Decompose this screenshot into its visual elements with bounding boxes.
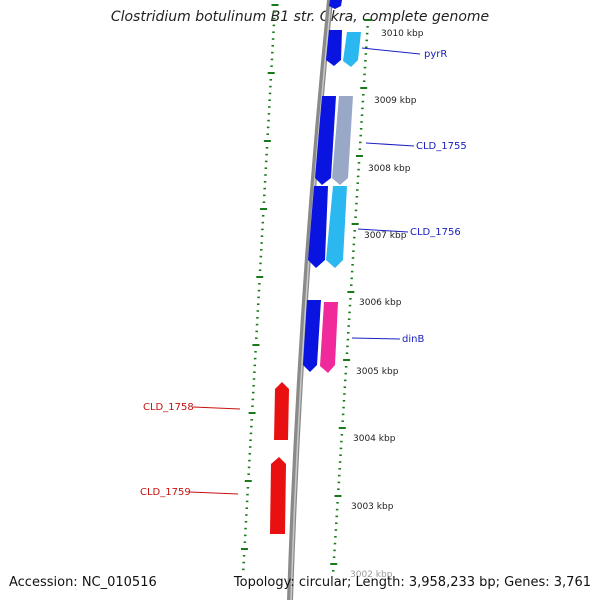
outer-tick-ring bbox=[240, 4, 279, 571]
gene-arrow-1755-a[interactable] bbox=[315, 96, 336, 185]
scale-label: 3003 kbp bbox=[351, 502, 394, 512]
gene-label-dinB[interactable]: dinB bbox=[402, 334, 424, 345]
gene-label-CLD_1759[interactable]: CLD_1759 bbox=[140, 487, 191, 498]
scale-label: 3010 kbp bbox=[381, 29, 424, 39]
gene-labels: pyrR CLD_1755 CLD_1756 dinB CLD_1758 CLD… bbox=[140, 49, 467, 498]
gene-arrow-dinB-a[interactable] bbox=[303, 300, 321, 372]
gene-arrow-pyrR-b[interactable] bbox=[343, 32, 361, 67]
gene-arrow-1755-b[interactable] bbox=[332, 96, 353, 185]
gene-label-CLD_1755[interactable]: CLD_1755 bbox=[416, 141, 467, 152]
gene-arrow-dinB-b[interactable] bbox=[320, 302, 338, 373]
scale-label: 3008 kbp bbox=[368, 164, 411, 174]
genome-backbone bbox=[287, 0, 333, 600]
scale-label: 3004 kbp bbox=[353, 434, 396, 444]
scale-label: 3006 kbp bbox=[359, 298, 402, 308]
forward-genes bbox=[303, 0, 361, 373]
scale-label: 3002 kbp bbox=[350, 570, 393, 580]
gene-label-CLD_1758[interactable]: CLD_1758 bbox=[143, 402, 194, 413]
inner-tick-ring bbox=[330, 19, 372, 572]
reverse-genes bbox=[270, 382, 289, 534]
gene-arrow-CLD_1759[interactable] bbox=[270, 457, 286, 534]
scale-label: 3005 kbp bbox=[356, 367, 399, 377]
accession-label: Accession: NC_010516 bbox=[9, 575, 157, 590]
gene-label-pyrR[interactable]: pyrR bbox=[424, 49, 447, 60]
gene-arrow-1756-a[interactable] bbox=[308, 186, 328, 268]
label-leaders bbox=[189, 47, 421, 495]
scale-label: 3007 kbp bbox=[364, 231, 407, 241]
genome-title: Clostridium botulinum B1 str. Okra, comp… bbox=[110, 9, 490, 25]
scale-labels: 3010 kbp 3009 kbp 3008 kbp 3007 kbp 3006… bbox=[350, 29, 424, 580]
gene-arrow-1756-b[interactable] bbox=[326, 186, 347, 268]
topology-label: Topology: circular; Length: 3,958,233 bp… bbox=[233, 575, 591, 590]
gene-arrow-top[interactable] bbox=[329, 0, 342, 9]
gene-label-CLD_1756[interactable]: CLD_1756 bbox=[410, 227, 461, 238]
gene-arrow-CLD_1758[interactable] bbox=[274, 382, 289, 440]
gene-arrow-pyrR-a[interactable] bbox=[326, 30, 342, 66]
genome-backbone-highlight bbox=[290, 0, 332, 600]
scale-label: 3009 kbp bbox=[374, 96, 417, 106]
